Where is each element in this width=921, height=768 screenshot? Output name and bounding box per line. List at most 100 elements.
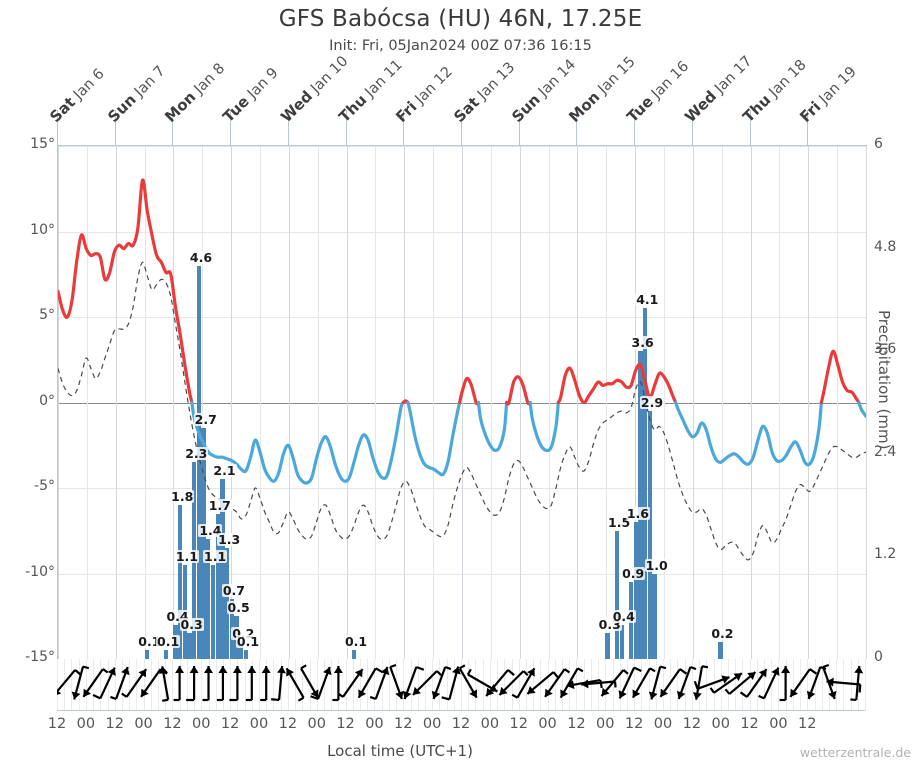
wind-stripe xyxy=(136,659,138,710)
wind-arrow xyxy=(82,668,109,698)
gridline-v xyxy=(808,146,809,659)
precipitation-value-label: 1.0 xyxy=(644,557,669,573)
temperature-line-above-zero xyxy=(58,178,194,405)
wind-arrow xyxy=(285,667,305,702)
wind-stripe xyxy=(663,659,664,710)
wind-stripe xyxy=(792,659,794,710)
x-tick-label: 00 xyxy=(76,716,96,732)
day-tick xyxy=(519,110,520,145)
day-tick xyxy=(346,110,347,145)
wind-stripe xyxy=(64,659,66,710)
x-tick-label: 00 xyxy=(249,716,269,732)
x-tick-label: 00 xyxy=(134,716,153,732)
temperature-line-below-zero xyxy=(406,400,462,477)
wind-arrow xyxy=(498,670,529,696)
day-label: Fri Jan 12 xyxy=(392,63,457,126)
y-tick-label-left: -15° xyxy=(25,649,55,665)
x-tick-label: 12 xyxy=(163,716,182,732)
wind-stripe xyxy=(670,659,672,710)
gridline-v xyxy=(866,146,867,659)
temperature-line-above-zero xyxy=(458,376,481,406)
y-tick-label-right: 4.8 xyxy=(874,238,897,255)
y-axis-right-title: Precipitation (mm) xyxy=(875,310,893,450)
precipitation-bar xyxy=(633,522,638,659)
precipitation-value-label: 0.1 xyxy=(156,634,181,650)
wind-stripe xyxy=(727,659,729,710)
gridline-v xyxy=(837,146,838,659)
x-tick-label: 12 xyxy=(624,716,644,732)
wind-stripe xyxy=(562,659,563,710)
day-tick xyxy=(230,110,231,145)
wind-arrow xyxy=(600,669,629,697)
x-tick-label: 00 xyxy=(192,716,211,732)
precipitation-value-label: 2.9 xyxy=(639,395,665,411)
precipitation-value-label: 2.1 xyxy=(212,463,237,479)
x-tick-label: 00 xyxy=(653,716,673,732)
precipitation-bar xyxy=(210,564,216,659)
precipitation-bar xyxy=(196,265,202,659)
wind-stripe xyxy=(749,659,751,710)
wind-stripe xyxy=(201,659,203,710)
day-tick xyxy=(750,110,751,145)
wind-stripe xyxy=(215,659,217,710)
gridline-v xyxy=(722,146,723,659)
gridline-v xyxy=(751,146,752,659)
precipitation-value-label: 0.1 xyxy=(235,634,261,650)
wind-arrow xyxy=(693,675,730,690)
wind-arrow xyxy=(648,665,667,700)
precipitation-bar xyxy=(605,633,610,659)
wind-stripe xyxy=(158,659,159,710)
y-tick-label-left: 10° xyxy=(30,221,55,238)
wind-stripe xyxy=(129,659,131,710)
gridline-v xyxy=(549,146,550,659)
wind-arrow xyxy=(389,663,404,700)
wind-stripe xyxy=(764,659,765,710)
wind-arrow xyxy=(159,666,170,702)
precipitation-value-label: 1.6 xyxy=(625,506,650,522)
precipitation-value-label: 3.6 xyxy=(630,335,655,351)
wind-stripe xyxy=(259,659,260,710)
precipitation-value-label: 1.8 xyxy=(170,489,195,505)
x-tick-label: 12 xyxy=(509,716,528,732)
wind-stripe xyxy=(143,659,145,710)
wind-stripe xyxy=(446,659,448,710)
wind-arrow xyxy=(581,679,617,689)
gridline-v xyxy=(577,146,578,659)
precipitation-value-label: 4.1 xyxy=(635,292,660,308)
wind-stripe xyxy=(800,659,802,710)
y-tick-label-left: 15° xyxy=(30,136,55,152)
day-label: Tue Jan 9 xyxy=(219,65,282,126)
wind-stripe xyxy=(720,659,722,710)
precipitation-bar xyxy=(177,505,183,659)
precipitation-bar xyxy=(201,428,206,659)
wind-arrow xyxy=(659,668,688,698)
wind-arrow xyxy=(310,666,332,701)
temperature-line-below-zero xyxy=(528,400,560,453)
precipitation-value-label: 0.9 xyxy=(621,566,646,582)
gridline-v xyxy=(462,146,463,659)
x-tick-label: 00 xyxy=(307,716,326,732)
precipitation-bar xyxy=(351,650,357,659)
wind-arrow xyxy=(402,665,425,700)
wind-stripe xyxy=(273,659,275,710)
gridline-v xyxy=(635,146,636,659)
wind-stripe xyxy=(186,659,188,710)
wind-arrow xyxy=(511,667,536,699)
wind-arrow xyxy=(431,665,452,700)
x-tick-label: 00 xyxy=(538,716,557,732)
precipitation-value-label: 0.7 xyxy=(221,583,246,599)
y-tick-label-right: 3.6 xyxy=(874,341,897,358)
wind-stripe xyxy=(540,659,542,710)
wind-stripe xyxy=(417,659,419,710)
wind-stripe xyxy=(547,659,549,710)
wind-arrow xyxy=(245,666,257,702)
wind-stripe xyxy=(172,659,174,710)
day-tick xyxy=(576,110,577,145)
x-tick-label: 12 xyxy=(47,716,67,732)
precipitation-bar xyxy=(206,539,211,659)
wind-stripe xyxy=(677,659,679,710)
gridline-v xyxy=(347,146,348,659)
wind-arrow xyxy=(441,666,461,701)
wind-arrow xyxy=(337,668,364,698)
wind-stripe xyxy=(461,659,462,710)
